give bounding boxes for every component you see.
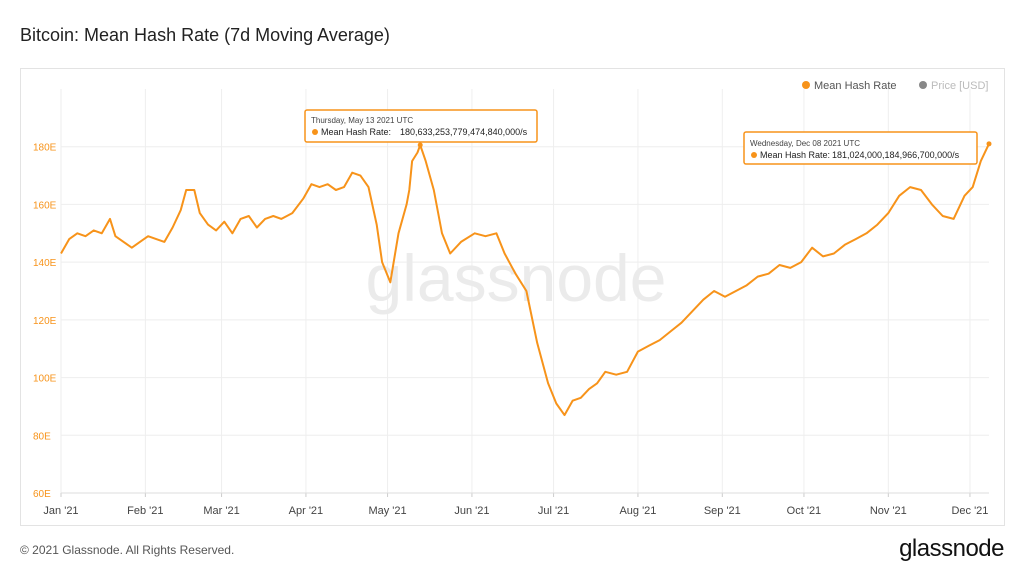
x-tick-label: Mar '21 [203,505,239,517]
x-tick-label: Nov '21 [870,505,907,517]
chart-panel: glassnode 60E 80E 100E 120E 140E 160E 180E Jan… [20,68,1005,526]
series-line-mean-hash-rate [60,143,990,417]
x-tick-label: Jun '21 [454,505,489,517]
tooltip-value: 180,633,253,779,474,840,000/s [400,127,528,137]
x-tick-label: Dec '21 [951,505,988,517]
tooltip-label: Mean Hash Rate: [760,150,830,160]
y-tick-label: 160E [33,200,57,211]
y-tick-label: 100E [33,374,57,385]
tooltip-marker [751,152,757,158]
annotation-point [417,142,423,148]
tooltip-label: Mean Hash Rate: [321,127,391,137]
x-tick-label: Apr '21 [289,505,324,517]
legend-item-price[interactable]: Price [USD] [919,80,988,92]
y-tick-label: 140E [33,258,57,269]
x-tick-label: Feb '21 [127,505,163,517]
legend-item-mean-hash-rate[interactable]: Mean Hash Rate [802,80,897,92]
tooltip-date: Thursday, May 13 2021 UTC [311,116,413,125]
copyright-notice: © 2021 Glassnode. All Rights Reserved. [20,543,235,557]
hash-rate-chart[interactable]: glassnode 60E 80E 100E 120E 140E 160E 180E Jan… [21,69,1004,525]
legend: Mean Hash Rate Price [USD] [802,80,988,92]
tooltip-marker [312,129,318,135]
y-tick-label: 80E [33,431,51,442]
x-tick-label: Jan '21 [43,505,78,517]
tooltip-value: 181,024,000,184,966,700,000/s [832,150,960,160]
tooltip-box [304,109,538,143]
glassnode-logo[interactable]: glassnode [899,535,1004,562]
y-tick-label: 120E [33,316,57,327]
x-tick-label: May '21 [368,505,406,517]
x-tick-label: Oct '21 [787,505,822,517]
x-tick-label: Jul '21 [538,505,569,517]
page-title: Bitcoin: Mean Hash Rate (7d Moving Avera… [20,25,390,45]
tooltip-date: Wednesday, Dec 08 2021 UTC [750,139,860,148]
legend-marker-price [919,81,927,89]
tooltip-dec-08: Wednesday, Dec 08 2021 UTC Mean Hash Rat… [743,131,978,165]
x-tick-label: Sep '21 [704,505,741,517]
legend-marker-mean-hash-rate [802,81,810,89]
legend-label-price: Price [USD] [931,80,988,92]
y-tick-label: 60E [33,489,51,500]
y-tick-label: 180E [33,143,57,154]
tooltip-may-13: Thursday, May 13 2021 UTC Mean Hash Rate… [304,109,538,143]
x-tick-label: Aug '21 [619,505,656,517]
legend-label-mean-hash-rate: Mean Hash Rate [814,80,897,92]
tooltip-box [743,131,978,165]
watermark: glassnode [366,241,667,315]
annotation-point [986,141,992,147]
